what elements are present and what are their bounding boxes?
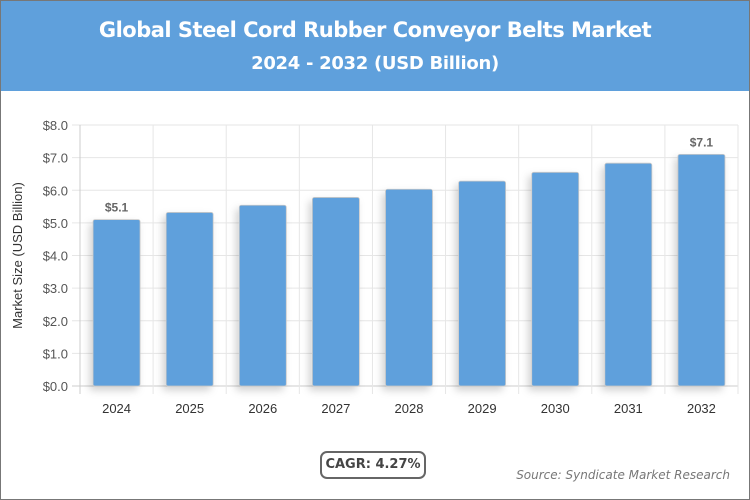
y-tick-label: $1.0 xyxy=(43,346,68,361)
data-label-2024: $5.1 xyxy=(105,201,129,215)
y-tick-label: $5.0 xyxy=(43,216,68,231)
y-tick-label: $0.0 xyxy=(43,379,68,394)
bar-2025 xyxy=(165,212,214,387)
x-tick-label: 2024 xyxy=(102,401,131,416)
x-tick-label: 2030 xyxy=(541,401,570,416)
x-tick-label: 2027 xyxy=(321,401,350,416)
x-tick-label: 2026 xyxy=(248,401,277,416)
cagr-badge: CAGR: 4.27% xyxy=(320,451,426,479)
bar-2024 xyxy=(92,219,141,387)
x-tick-label: 2029 xyxy=(468,401,497,416)
bar-2029 xyxy=(458,180,507,387)
y-tick-label: $3.0 xyxy=(43,281,68,296)
bar-2026 xyxy=(238,204,287,387)
source-note: Source: Syndicate Market Research xyxy=(516,468,730,482)
y-tick-label: $8.0 xyxy=(43,118,68,133)
bar-2031 xyxy=(604,162,653,387)
data-label-2032: $7.1 xyxy=(690,135,714,149)
y-tick-label: $6.0 xyxy=(43,183,68,198)
y-tick-label: $2.0 xyxy=(43,314,68,329)
y-tick-label: $7.0 xyxy=(43,151,68,166)
x-tick-label: 2025 xyxy=(175,401,204,416)
x-tick-label: 2028 xyxy=(395,401,424,416)
y-tick-label: $4.0 xyxy=(43,249,68,264)
bar-2028 xyxy=(385,188,433,387)
chart-header: Global Steel Cord Rubber Conveyor Belts … xyxy=(1,1,749,91)
chart-title: Global Steel Cord Rubber Conveyor Belts … xyxy=(98,18,652,42)
bar-2030 xyxy=(531,171,580,387)
x-tick-label: 2031 xyxy=(614,401,643,416)
chart-subtitle: 2024 - 2032 (USD Billion) xyxy=(251,53,499,74)
x-tick-label: 2032 xyxy=(687,401,716,416)
bar-2032 xyxy=(677,153,726,387)
bar-2027 xyxy=(311,197,360,387)
y-axis-label: Market Size (USD Billion) xyxy=(10,182,25,329)
